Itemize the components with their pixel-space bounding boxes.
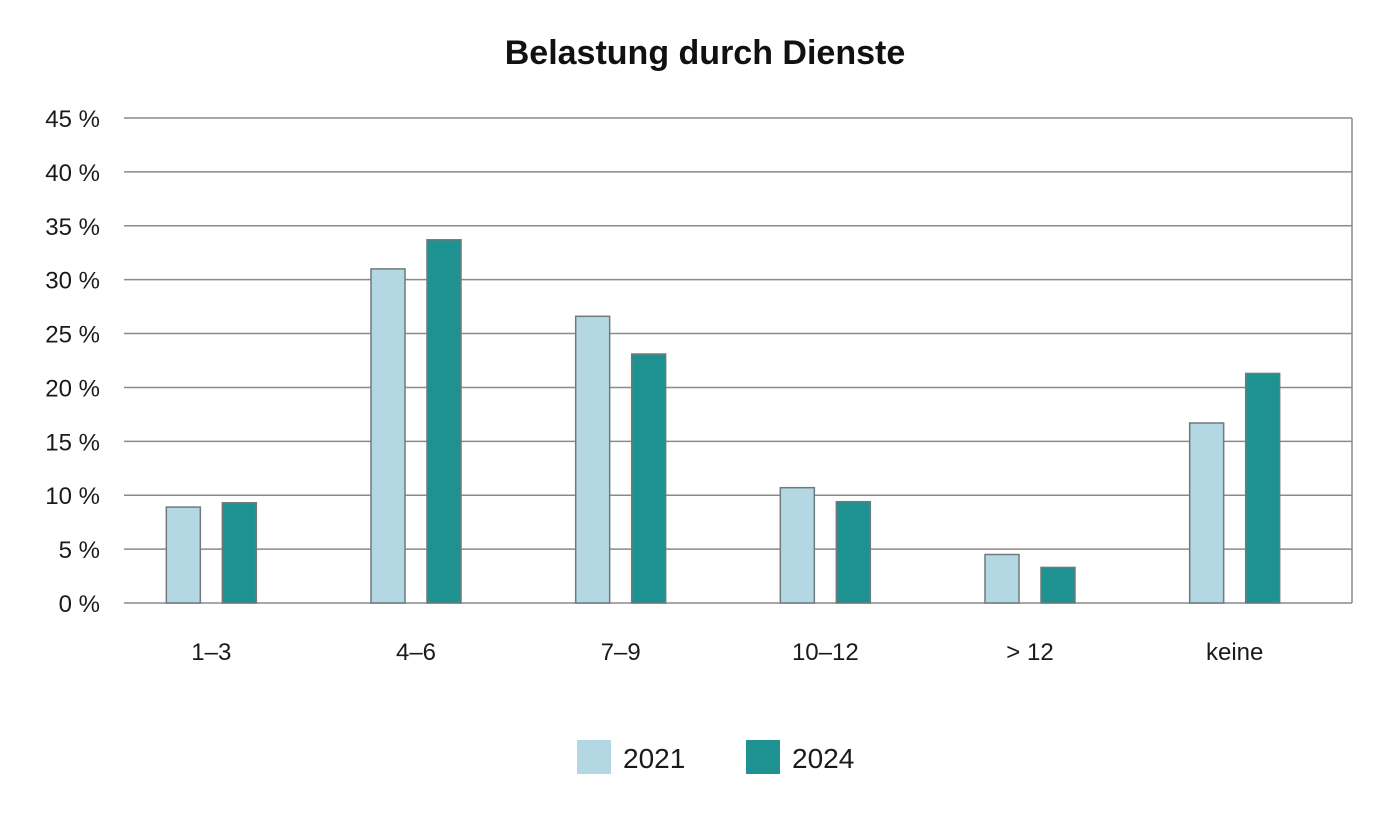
bar-2024 [1040, 566, 1076, 604]
y-tick-label: 10 % [45, 483, 100, 510]
bar-2024 [221, 502, 258, 604]
bar-2021 [984, 553, 1020, 604]
x-tick-label: > 12 [1006, 639, 1053, 666]
y-tick-label: 35 % [45, 214, 100, 241]
legend-swatch-2024 [746, 740, 780, 774]
bar-2021 [370, 268, 406, 604]
y-tick-label: 30 % [45, 268, 100, 295]
bar-2021 [1188, 422, 1225, 604]
x-tick-label: 4–6 [396, 639, 436, 666]
legend-label: 2024 [792, 743, 854, 774]
x-tick-label: keine [1206, 639, 1263, 666]
y-tick-label: 25 % [45, 322, 100, 349]
x-axis-ticks: 1–3 4–6 7–9 10–12 > 12 keine [191, 639, 1263, 666]
legend-label: 2021 [623, 743, 685, 774]
x-tick-label: 7–9 [601, 639, 641, 666]
bar-2021 [574, 315, 611, 604]
chart-title: Belastung durch Dienste [505, 34, 906, 72]
y-tick-label: 0 % [59, 591, 100, 618]
x-tick-label: 10–12 [792, 639, 859, 666]
bar-2021 [779, 486, 816, 604]
gridlines [124, 117, 1353, 604]
y-tick-label: 15 % [45, 429, 100, 456]
bar-2024 [630, 353, 667, 604]
y-tick-label: 40 % [45, 160, 100, 187]
x-tick-label: 1–3 [191, 639, 231, 666]
legend: 2021 2024 [577, 740, 854, 774]
bar-2024 [426, 239, 462, 604]
bar-2024 [1244, 372, 1281, 604]
y-tick-label: 45 % [45, 106, 100, 133]
bars [165, 239, 1281, 604]
legend-swatch-2021 [577, 740, 611, 774]
y-axis-ticks: 0 % 5 % 10 % 15 % 20 % 25 % 30 % 35 % 40 % 45 % [45, 106, 100, 618]
y-tick-label: 20 % [45, 375, 100, 402]
y-tick-label: 5 % [59, 537, 100, 564]
bar-2024 [835, 500, 872, 604]
bar-2021 [165, 506, 202, 604]
